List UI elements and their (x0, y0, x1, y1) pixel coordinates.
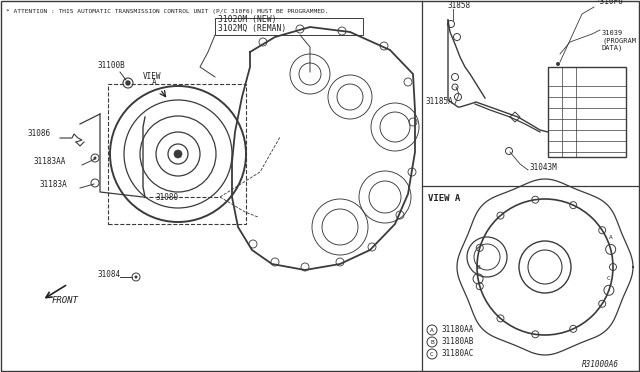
Circle shape (93, 157, 97, 160)
Text: 31020M (NEW): 31020M (NEW) (218, 15, 276, 24)
Bar (548, 67, 626, 157)
Circle shape (126, 81, 130, 85)
Text: 31180AB: 31180AB (441, 337, 474, 346)
Bar (215, 18, 363, 35)
Text: A: A (609, 235, 612, 240)
Text: C: C (430, 352, 434, 356)
Bar (108, 84, 246, 224)
Text: 31084: 31084 (97, 270, 120, 279)
Text: 31100B: 31100B (98, 61, 125, 70)
Circle shape (556, 62, 560, 66)
Text: 31039
(PROGRAM
DATA): 31039 (PROGRAM DATA) (602, 30, 636, 51)
Text: A: A (430, 327, 434, 333)
Text: 3102MQ (REMAN): 3102MQ (REMAN) (218, 24, 286, 33)
Text: 31183AA: 31183AA (34, 157, 67, 166)
Text: B: B (430, 340, 434, 344)
Text: B: B (476, 265, 480, 270)
Text: 31086: 31086 (28, 129, 51, 138)
Text: * ATTENTION : THIS AUTOMATIC TRANSMISSION CONTROL UNIT (P/C 310F6) MUST BE PROGR: * ATTENTION : THIS AUTOMATIC TRANSMISSIO… (6, 9, 328, 14)
Circle shape (174, 150, 182, 158)
Text: 31080: 31080 (155, 193, 178, 202)
Circle shape (134, 276, 138, 279)
Text: VIEW: VIEW (143, 72, 161, 81)
Text: R31000A6: R31000A6 (582, 360, 619, 369)
Text: 31180AC: 31180AC (441, 350, 474, 359)
Text: 31185A: 31185A (426, 97, 454, 106)
Text: A: A (152, 78, 157, 87)
Text: 31043M: 31043M (530, 163, 557, 172)
Text: FRONT: FRONT (52, 296, 79, 305)
Text: 31858: 31858 (447, 1, 470, 10)
Text: 31183A: 31183A (40, 180, 68, 189)
Text: *310F6: *310F6 (595, 0, 623, 6)
Text: VIEW A: VIEW A (428, 194, 460, 203)
Text: 31180AA: 31180AA (441, 326, 474, 334)
Text: C: C (607, 276, 611, 281)
